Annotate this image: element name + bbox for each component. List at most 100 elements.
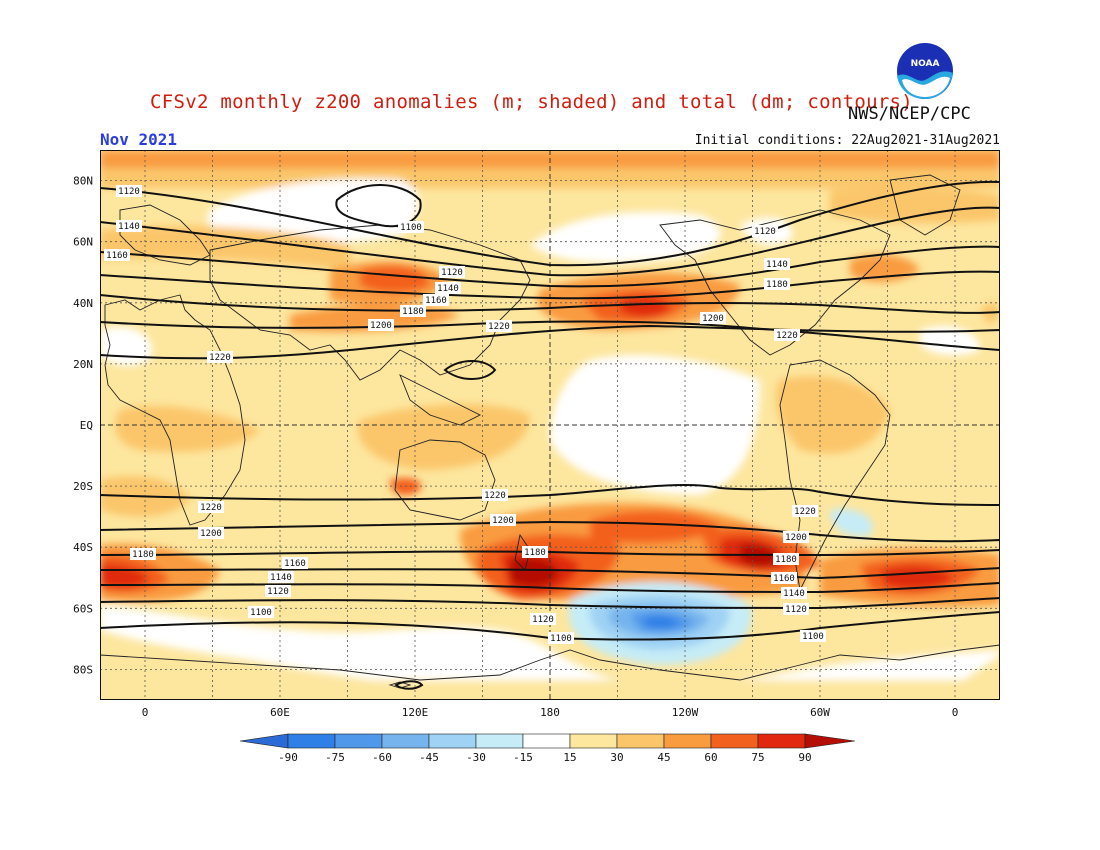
colorbar-swatch <box>428 733 477 749</box>
initial-conditions: Initial conditions: 22Aug2021-31Aug2021 <box>694 133 1000 148</box>
contour-label: 1100 <box>248 606 274 618</box>
noaa-logo: NOAA <box>895 41 955 101</box>
svg-text:1160: 1160 <box>284 559 306 569</box>
colorbar-label: 90 <box>798 751 811 764</box>
svg-text:1220: 1220 <box>209 353 231 363</box>
svg-text:1200: 1200 <box>702 314 724 324</box>
svg-text:1120: 1120 <box>785 605 807 615</box>
svg-text:1140: 1140 <box>437 284 459 294</box>
noaa-logo-text: NOAA <box>911 59 940 69</box>
contour-label: 1140 <box>781 587 807 599</box>
colorbar: -90 -75 -60 -45 -30 -15 15 30 45 60 75 90 <box>239 733 856 764</box>
lon-tick-label: 120E <box>402 706 429 719</box>
contour-label: 1120 <box>439 266 465 278</box>
lon-tick-label: 180 <box>540 706 560 719</box>
colorbar-label: -15 <box>513 751 533 764</box>
colorbar-swatch <box>334 733 383 749</box>
contour-label: 1180 <box>400 305 426 317</box>
colorbar-swatch <box>663 733 712 749</box>
equator-dateline <box>100 150 1000 700</box>
svg-text:1140: 1140 <box>783 589 805 599</box>
svg-text:1200: 1200 <box>492 516 514 526</box>
svg-text:1180: 1180 <box>132 550 154 560</box>
svg-text:1160: 1160 <box>425 296 447 306</box>
contour-label: 1160 <box>771 572 797 584</box>
svg-text:1100: 1100 <box>802 632 824 642</box>
contour-label: 1100 <box>800 630 826 642</box>
colorbar-swatch <box>616 733 665 749</box>
colorbar-label: 60 <box>704 751 717 764</box>
lat-tick-label: 20S <box>73 480 93 493</box>
svg-text:1220: 1220 <box>776 331 798 341</box>
colorbar-swatch <box>287 733 336 749</box>
contour-label: 1200 <box>368 319 394 331</box>
page-title: CFSv2 monthly z200 anomalies (m; shaded)… <box>150 91 914 113</box>
contour-label: 1120 <box>783 603 809 615</box>
svg-text:1120: 1120 <box>441 268 463 278</box>
svg-text:1220: 1220 <box>794 507 816 517</box>
svg-text:1160: 1160 <box>773 574 795 584</box>
contour-labels: 1120 1140 1160 1100 1120 1140 1160 1180 … <box>104 185 826 644</box>
svg-text:1180: 1180 <box>524 548 546 558</box>
colorbar-label: -90 <box>278 751 298 764</box>
svg-text:1140: 1140 <box>118 222 140 232</box>
colorbar-swatch <box>522 733 571 749</box>
contour-label: 1140 <box>268 571 294 583</box>
height-contours <box>100 180 1000 690</box>
contour-label: 1180 <box>764 278 790 290</box>
colorbar-swatch <box>710 733 759 749</box>
svg-text:1220: 1220 <box>488 322 510 332</box>
contour-label: 1200 <box>783 531 809 543</box>
lat-tick-label: EQ <box>80 419 93 432</box>
colorbar-swatch <box>475 733 524 749</box>
colorbar-swatch <box>381 733 430 749</box>
agency-label: NWS/NCEP/CPC <box>848 104 971 124</box>
contour-label: 1100 <box>548 632 574 644</box>
contour-label: 1220 <box>774 329 800 341</box>
lon-tick-label: 120W <box>672 706 699 719</box>
lon-tick-label: 0 <box>142 706 149 719</box>
contour-label: 1140 <box>116 220 142 232</box>
contour-label: 1140 <box>764 258 790 270</box>
lon-tick-label: 60W <box>810 706 830 719</box>
lat-tick-label: 60N <box>73 236 93 249</box>
colorbar-swatch <box>569 733 618 749</box>
lon-tick-label: 0 <box>952 706 959 719</box>
lon-tick-label: 60E <box>270 706 290 719</box>
contour-label: 1100 <box>398 221 424 233</box>
contour-label: 1220 <box>486 320 512 332</box>
contour-label: 1220 <box>207 351 233 363</box>
colorbar-label: 30 <box>610 751 623 764</box>
contour-label: 1160 <box>104 249 130 261</box>
contour-label: 1160 <box>282 557 308 569</box>
lat-tick-label: 40S <box>73 541 93 554</box>
svg-text:1160: 1160 <box>106 251 128 261</box>
contour-label: 1200 <box>490 514 516 526</box>
contour-label: 1120 <box>530 613 556 625</box>
lat-tick-label: 20N <box>73 358 93 371</box>
colorbar-swatch <box>804 733 856 749</box>
svg-text:1120: 1120 <box>118 187 140 197</box>
contour-label: 1200 <box>700 312 726 324</box>
svg-text:1140: 1140 <box>270 573 292 583</box>
lat-axis: 80N 60N 40N 20N EQ 20S 40S 60S 80S <box>73 175 93 677</box>
lat-tick-label: 80S <box>73 663 93 676</box>
coastlines <box>100 174 1000 689</box>
contour-label: 1120 <box>752 225 778 237</box>
contour-label: 1220 <box>482 489 508 501</box>
valid-month: Nov 2021 <box>100 130 178 149</box>
contour-label: 1180 <box>773 553 799 565</box>
svg-text:1220: 1220 <box>484 491 506 501</box>
contour-label: 1200 <box>198 527 224 539</box>
svg-text:1120: 1120 <box>267 587 289 597</box>
colorbar-label: -30 <box>466 751 486 764</box>
svg-text:1200: 1200 <box>785 533 807 543</box>
colorbar-label: 15 <box>563 751 576 764</box>
map-frame <box>100 150 1000 700</box>
anomaly-map: 1120 1140 1160 1100 1120 1140 1160 1180 … <box>100 150 1000 700</box>
svg-text:1100: 1100 <box>250 608 272 618</box>
lat-tick-label: 80N <box>73 175 93 188</box>
contour-label: 1160 <box>423 294 449 306</box>
colorbar-label: 45 <box>657 751 670 764</box>
colorbar-label: 75 <box>751 751 764 764</box>
